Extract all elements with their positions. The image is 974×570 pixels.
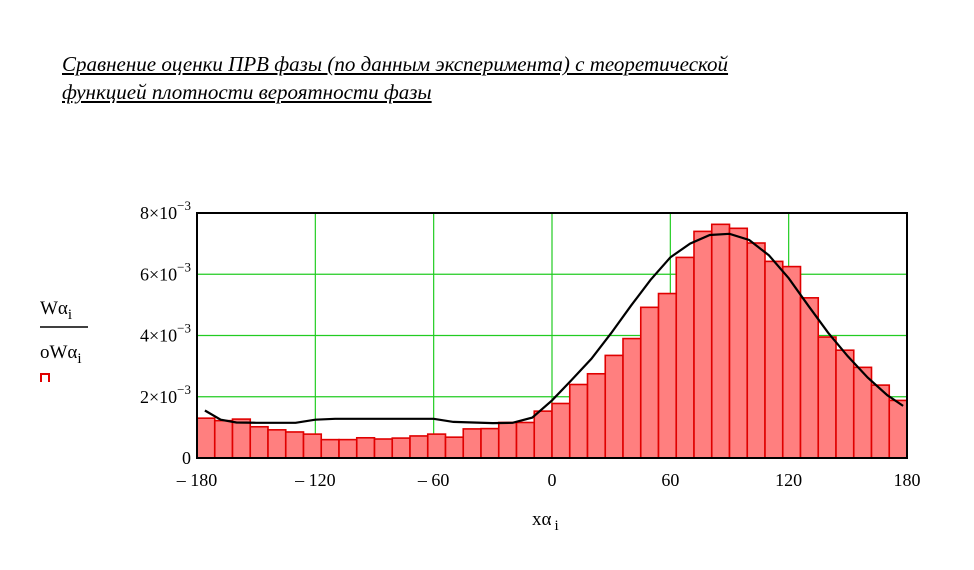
histogram-bar — [515, 421, 536, 459]
histogram-bar — [284, 431, 305, 459]
x-tick-label: – 120 — [294, 470, 336, 490]
histogram-bar — [799, 297, 820, 459]
histogram-bar — [533, 410, 553, 459]
x-tick-label: 0 — [548, 470, 557, 490]
histogram-bar — [764, 260, 784, 459]
y-tick-label: 6×10−3 — [140, 259, 191, 284]
x-tick-label: 60 — [661, 470, 679, 490]
histogram-bar — [373, 438, 394, 459]
histogram-bar — [870, 384, 891, 459]
histogram-bar — [338, 438, 358, 459]
x-tick-label: 120 — [775, 470, 802, 490]
y-label-bottom: oWαi — [40, 342, 82, 367]
histogram-bar — [355, 436, 376, 459]
histogram-bar — [462, 428, 482, 459]
histogram-bar — [586, 372, 607, 459]
y-tick-labels: 0 2×10−3 4×10−3 6×10−3 8×10−3 — [140, 198, 191, 468]
plot-frame — [196, 212, 908, 459]
histogram-bar — [426, 433, 447, 459]
histogram-bar — [710, 223, 731, 459]
histogram-bar — [409, 435, 429, 459]
histogram-bar — [657, 292, 678, 459]
histogram-bar — [746, 242, 766, 459]
histogram-bar — [675, 256, 695, 459]
histogram-bar — [835, 349, 855, 459]
y-tick-label: 2×10−3 — [140, 382, 191, 407]
histogram-bar — [639, 306, 660, 459]
histogram-bar — [213, 419, 234, 459]
histogram-bar — [196, 417, 216, 459]
histogram-bar — [817, 336, 837, 459]
histogram-bar — [568, 383, 589, 459]
y-tick-label: 4×10−3 — [140, 321, 191, 346]
histogram-bar — [391, 437, 411, 459]
histogram-bar — [852, 366, 873, 459]
histogram-bar — [320, 438, 340, 459]
title-line-2: функцией плотности вероятности фазы — [62, 80, 432, 104]
histogram-bar — [551, 402, 571, 459]
histogram-bar — [728, 227, 749, 459]
x-tick-label: – 180 — [176, 470, 218, 490]
histogram-bar — [622, 337, 642, 459]
x-axis-label: xα i — [532, 509, 559, 534]
page-title: Сравнение оценки ПРВ фазы (по данным экс… — [62, 50, 922, 106]
histogram-bar — [604, 354, 624, 459]
histogram-bar — [302, 433, 323, 459]
histogram-bar — [781, 265, 802, 459]
x-tick-label: 180 — [894, 470, 921, 490]
y-tick-label: 0 — [182, 448, 191, 468]
histogram-bar — [888, 399, 908, 459]
histogram-bar — [231, 418, 252, 459]
x-tick-labels: – 180 – 120 – 60 0 60 120 180 — [176, 470, 921, 490]
y-label-top: Wαi — [40, 298, 72, 323]
x-tick-label: – 60 — [417, 470, 450, 490]
theoretical-pdf-curve — [204, 232, 904, 425]
histogram-bar — [249, 425, 269, 459]
title-line-1: Сравнение оценки ПРВ фазы (по данным экс… — [62, 52, 729, 76]
histogram-bar — [444, 436, 465, 459]
histogram-bar — [267, 429, 287, 459]
theoretical-curve-layer — [204, 232, 904, 425]
legend-bar-trace-icon — [40, 373, 50, 382]
histogram-bar — [693, 230, 713, 459]
y-tick-label: 8×10−3 — [140, 198, 191, 223]
histogram-bar — [480, 427, 500, 459]
histogram-bar — [497, 421, 518, 459]
